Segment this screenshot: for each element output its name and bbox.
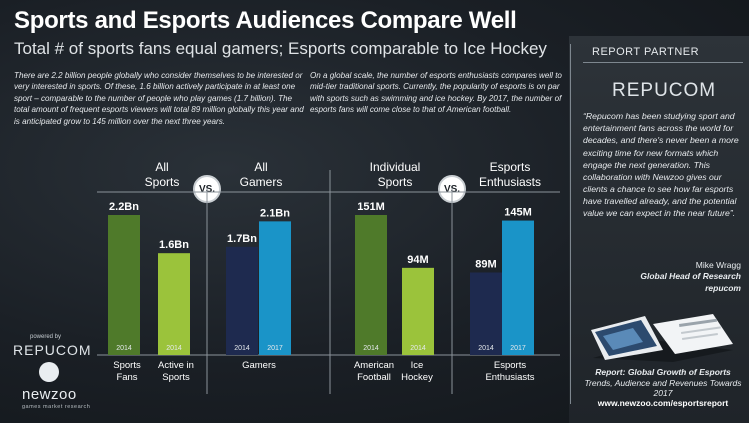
report-title: Report: Global Growth of Esports: [595, 367, 731, 377]
bar-sports-fans-2014: [108, 215, 140, 355]
value-label-89m: 89M: [475, 258, 496, 270]
value-label-2.1bn: 2.1Bn: [260, 207, 290, 219]
value-label-151m: 151M: [357, 201, 385, 213]
bar-american-football-2014: [355, 215, 387, 355]
partner-quote: “Repucom has been studying sport and ent…: [583, 111, 739, 219]
group-label-all-sports: All Sports: [144, 160, 180, 189]
value-label-1.6bn: 1.6Bn: [159, 239, 189, 251]
category-label-esports-enthusiasts: Esports Enthusiasts: [485, 360, 535, 383]
intro-right-text: On a global scale, the number of esports…: [310, 71, 562, 115]
page-title: Sports and Esports Audiences Compare Wel…: [14, 7, 517, 34]
panel-divider: [570, 44, 571, 404]
report-caption: Report: Global Growth of Esports Trends,…: [583, 367, 743, 399]
year-label-2017: 2017: [510, 345, 526, 352]
bar-ice-hockey-2014: [402, 267, 434, 355]
category-label-active-in-sports: Active in Sports: [158, 360, 194, 383]
report-partner-heading: REPORT PARTNER: [592, 46, 700, 58]
intro-left-text: There are 2.2 billion people globally wh…: [14, 71, 304, 126]
newzoo-tagline: games market research: [22, 404, 91, 410]
value-label-94m: 94M: [407, 254, 428, 266]
group-label-esports-enthusiasts: Esports Enthusiasts: [478, 160, 542, 189]
bar-esports-enthusiasts-2014: [470, 272, 502, 355]
year-label-2014: 2014: [363, 345, 379, 352]
year-label-2014: 2014: [166, 345, 182, 352]
newzoo-brand: newzoo: [22, 386, 77, 403]
category-label-american-football: American Football: [353, 360, 395, 383]
bar-esports-enthusiasts-2017: [502, 220, 534, 355]
year-label-2014: 2014: [116, 345, 132, 352]
value-label-145m: 145M: [504, 207, 532, 219]
page-subtitle: Total # of sports fans equal gamers; Esp…: [14, 39, 547, 58]
bar-gamers-2014: [226, 246, 258, 355]
year-label-2017: 2017: [267, 345, 283, 352]
attribution-company: repucom: [705, 282, 741, 293]
newzoo-logo-icon: [39, 362, 59, 382]
value-label-2.2bn: 2.2Bn: [109, 201, 139, 213]
category-label-sports-fans: Sports Fans: [113, 360, 141, 383]
repucom-logo: REPUCOM: [612, 80, 717, 101]
year-label-2014: 2014: [478, 345, 494, 352]
year-label-2014: 2014: [410, 345, 426, 352]
partner-heading-rule: [583, 62, 743, 63]
quote-attribution: Mike Wragg Global Head of Research repuc…: [583, 260, 741, 294]
report-url-link[interactable]: www.newzoo.com/esportsreport: [597, 398, 729, 408]
report-cover-image[interactable]: [583, 310, 741, 362]
report-subtitle: Trends, Audience and Revenues Towards 20…: [584, 377, 742, 399]
repucom-brand: REPUCOM: [13, 342, 92, 358]
bar-active-in-sports-2014: [158, 253, 190, 355]
category-label-gamers: Gamers: [242, 360, 276, 371]
group-label-individual-sports: Individual Sports: [369, 160, 421, 189]
bar-gamers-2017: [259, 221, 291, 355]
category-label-ice-hockey: Ice Hockey: [401, 360, 433, 383]
year-label-2014: 2014: [234, 345, 250, 352]
powered-by-label: powered by: [30, 334, 62, 340]
attribution-role: Global Head of Research: [640, 271, 741, 282]
attribution-name: Mike Wragg: [695, 260, 741, 270]
group-label-all-gamers: All Gamers: [239, 160, 283, 189]
value-label-1.7bn: 1.7Bn: [227, 233, 257, 245]
